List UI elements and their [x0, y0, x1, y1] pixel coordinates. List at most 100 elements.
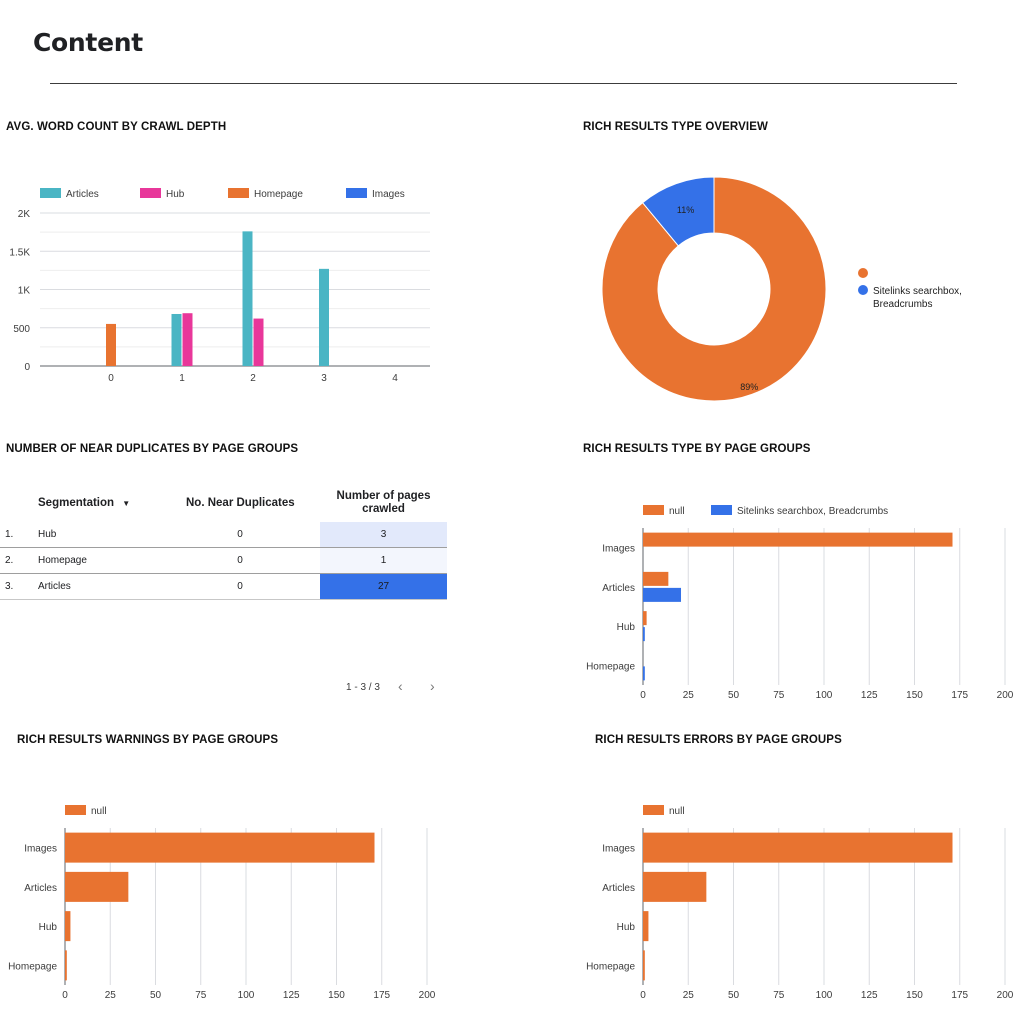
x-tick-label: 175	[951, 990, 968, 1001]
x-tick-label: 75	[773, 990, 785, 1001]
legend-swatch	[140, 188, 161, 198]
x-tick-label: 200	[997, 690, 1014, 701]
row-segment: Articles	[38, 581, 71, 592]
bar-articles	[319, 268, 329, 366]
rich-type-groups-title: RICH RESULTS TYPE BY PAGE GROUPS	[583, 443, 811, 455]
row-pages-crawled: 1	[320, 548, 447, 573]
row-duplicates: 0	[237, 529, 243, 540]
bar-null	[65, 832, 375, 863]
x-tick-label: 2	[250, 373, 256, 384]
bar-homepage	[106, 323, 116, 366]
chevron-left-icon[interactable]: ‹	[398, 678, 403, 694]
legend-swatch	[65, 805, 86, 815]
y-tick-label: Articles	[24, 883, 57, 894]
bar-sitelinks	[643, 627, 645, 642]
row-duplicates: 0	[237, 581, 243, 592]
bar-null	[643, 832, 953, 863]
row-duplicates: 0	[237, 555, 243, 566]
x-tick-label: 4	[392, 373, 398, 384]
warnings-title: RICH RESULTS WARNINGS BY PAGE GROUPS	[17, 734, 279, 746]
row-segment: Hub	[38, 529, 57, 540]
bar-null	[643, 950, 645, 981]
y-tick-label: Homepage	[8, 961, 57, 972]
near-duplicates-title: NUMBER OF NEAR DUPLICATES BY PAGE GROUPS	[6, 443, 299, 455]
legend-label: null	[669, 506, 685, 517]
x-tick-label: 175	[373, 990, 390, 1001]
x-tick-label: 125	[283, 990, 300, 1001]
x-tick-label: 50	[150, 990, 162, 1001]
x-tick-label: 50	[728, 690, 740, 701]
row-pages-crawled: 27	[320, 574, 447, 599]
warnings-chart[interactable]: null 0 25 50 75 100 125 150 175 200 Images Articles…	[0, 795, 447, 1007]
legend-swatch	[858, 285, 868, 295]
errors-title: RICH RESULTS ERRORS BY PAGE GROUPS	[595, 734, 842, 746]
x-tick-label: 75	[195, 990, 207, 1001]
bar-null	[65, 871, 129, 902]
row-number: 2.	[5, 555, 14, 566]
word-count-chart[interactable]: Articles Hub Homepage Images 0 500 1K 1.5K 2K 0 1 2…	[0, 180, 440, 390]
x-tick-label: 3	[321, 373, 327, 384]
legend-swatch	[228, 188, 249, 198]
bar-null	[643, 871, 707, 902]
bar-null	[65, 950, 67, 981]
x-tick-label: 100	[238, 990, 255, 1001]
x-tick-label: 0	[62, 990, 68, 1001]
bar-null	[643, 571, 669, 586]
x-tick-label: 50	[728, 990, 740, 1001]
y-tick-label: Images	[602, 844, 635, 855]
bar-null	[65, 911, 71, 942]
legend-label: Breadcrumbs	[873, 299, 932, 310]
pages-crawled-column-header[interactable]: Number of pages crawled	[320, 490, 447, 526]
page-title: Content	[33, 28, 143, 57]
y-tick-label: Hub	[39, 922, 58, 933]
slice-label: 89%	[740, 382, 758, 392]
x-tick-label: 0	[640, 690, 646, 701]
header-divider	[50, 83, 957, 84]
x-tick-label: 125	[861, 690, 878, 701]
donut-slice	[641, 176, 715, 247]
chevron-right-icon[interactable]: ›	[430, 678, 435, 694]
y-tick-label: 500	[13, 324, 30, 335]
y-tick-label: Articles	[602, 883, 635, 894]
legend-swatch	[346, 188, 367, 198]
bar-null	[643, 611, 647, 626]
y-tick-label: 1K	[18, 286, 31, 297]
x-tick-label: 200	[997, 990, 1014, 1001]
rich-overview-title: RICH RESULTS TYPE OVERVIEW	[583, 121, 768, 133]
segmentation-column-header[interactable]: Segmentation ▼	[38, 485, 130, 521]
y-tick-label: Homepage	[586, 961, 635, 972]
x-tick-label: 25	[683, 690, 695, 701]
rich-type-groups-chart[interactable]: null Sitelinks searchbox, Breadcrumbs 0 25 5…	[575, 495, 1024, 707]
row-segment: Homepage	[38, 555, 87, 566]
x-tick-label: 0	[640, 990, 646, 1001]
legend-label: Sitelinks searchbox,	[873, 286, 962, 297]
y-tick-label: Homepage	[586, 661, 635, 672]
legend-label: Homepage	[254, 189, 303, 200]
pagination-range: 1 - 3 / 3	[346, 682, 380, 693]
row-number: 3.	[5, 581, 14, 592]
table-row[interactable]: 1. Hub 0 3	[0, 522, 447, 548]
errors-chart[interactable]: null 0 25 50 75 100 125 150 175 200 Images Articles…	[575, 795, 1024, 1007]
row-number: 1.	[5, 529, 14, 540]
rich-overview-donut-chart[interactable]: 89% 11% Sitelinks searchbox, Breadcrumbs	[590, 165, 1000, 415]
arrow-drop-down-icon: ▼	[122, 499, 131, 508]
pages-crawled-header-line2: crawled	[362, 503, 405, 515]
x-tick-label: 175	[951, 690, 968, 701]
bar-null	[643, 911, 649, 942]
x-tick-label: 125	[861, 990, 878, 1001]
table-row[interactable]: 2. Homepage 0 1	[0, 548, 447, 574]
x-tick-label: 150	[906, 990, 923, 1001]
y-tick-label: Images	[602, 544, 635, 555]
x-tick-label: 100	[816, 690, 833, 701]
segmentation-header-label: Segmentation	[38, 497, 115, 509]
legend-label: Images	[372, 189, 405, 200]
near-duplicates-column-header[interactable]: No. Near Duplicates	[186, 497, 295, 509]
bar-articles	[171, 313, 182, 366]
bar-articles	[242, 231, 253, 366]
x-tick-label: 25	[105, 990, 117, 1001]
x-tick-label: 75	[773, 690, 785, 701]
y-tick-label: 2K	[18, 209, 31, 220]
word-count-title: AVG. WORD COUNT BY CRAWL DEPTH	[6, 121, 227, 133]
table-row[interactable]: 3. Articles 0 27	[0, 574, 447, 600]
legend-swatch	[858, 268, 868, 278]
